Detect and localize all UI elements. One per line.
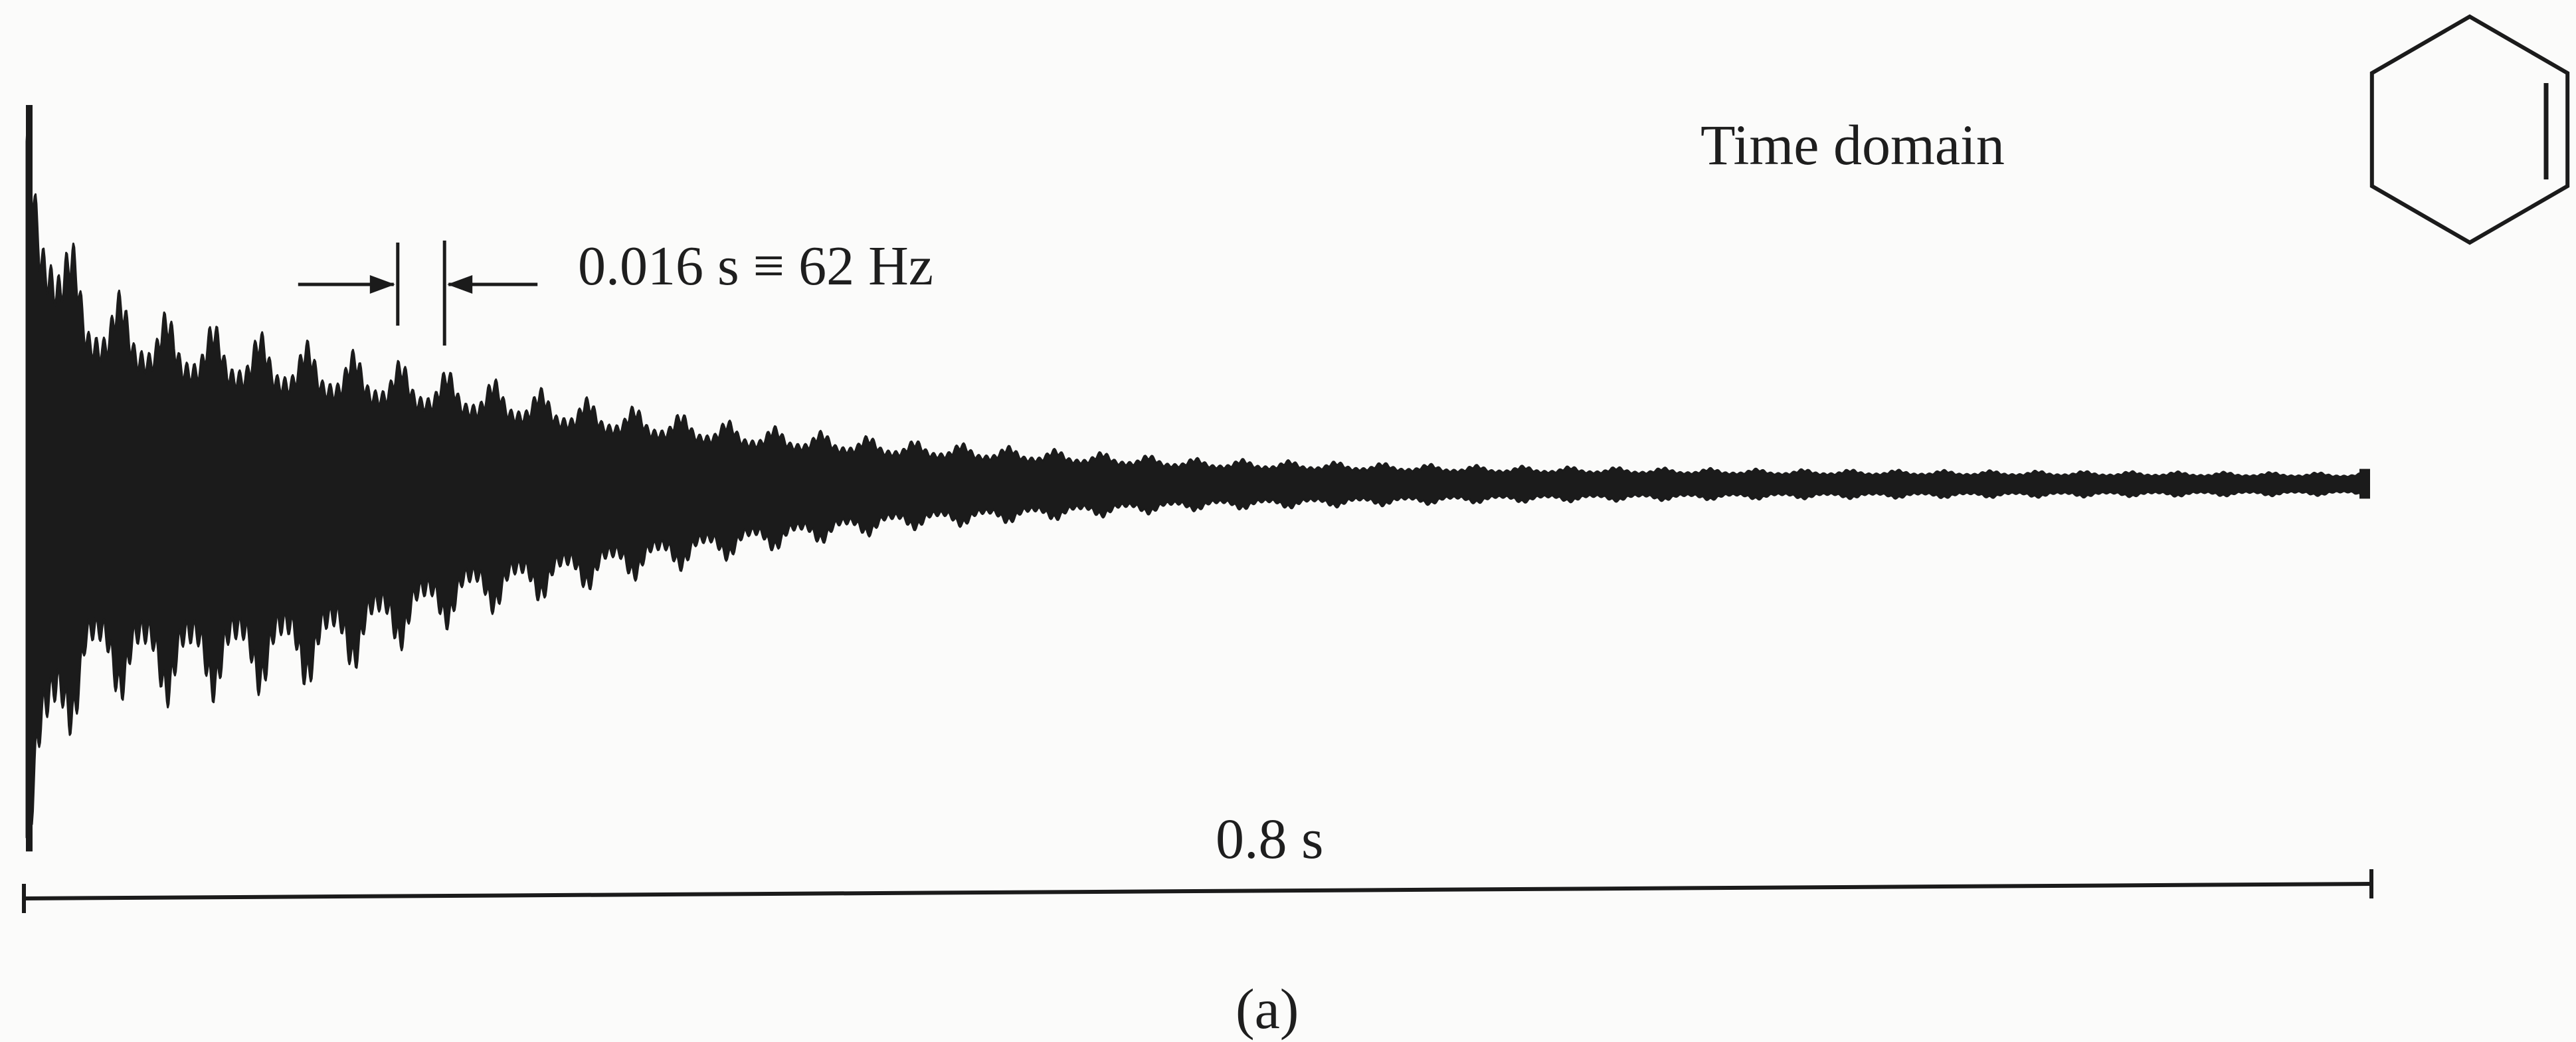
duration-bar: [22, 869, 2373, 913]
waveform-envelope: [25, 119, 2366, 839]
period-marker: [298, 241, 538, 346]
chart-title: Time domain: [1701, 113, 2005, 177]
waveform-tail-cap: [2359, 469, 2370, 499]
period-arrowhead-right: [447, 275, 473, 294]
period-arrowhead-left: [369, 275, 395, 294]
duration-annotation: 0.8 s: [1216, 807, 1324, 871]
period-annotation: 0.016 s ≡ 62 Hz: [578, 235, 934, 297]
duration-line: [23, 882, 2372, 900]
ring-hexagon: [2369, 14, 2570, 245]
benzene-ring-icon: [2369, 14, 2570, 245]
figure-caption: (a): [1236, 977, 1299, 1041]
waveform-group: [25, 105, 2370, 852]
